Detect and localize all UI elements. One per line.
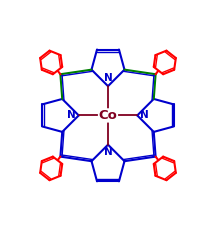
Text: N: N bbox=[140, 110, 149, 120]
Text: N: N bbox=[67, 110, 76, 120]
Text: N: N bbox=[104, 73, 112, 83]
Text: Co: Co bbox=[98, 109, 118, 122]
Text: N: N bbox=[104, 147, 112, 157]
